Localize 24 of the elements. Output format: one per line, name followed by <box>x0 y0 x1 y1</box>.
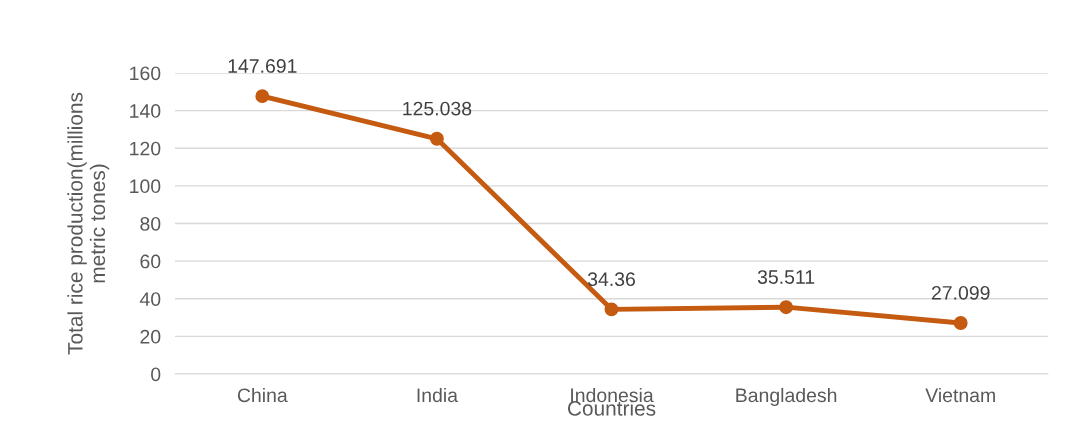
data-label: 147.691 <box>228 59 297 73</box>
y-tick-label: 40 <box>139 292 161 306</box>
x-tick-label: Vietnam <box>925 387 995 403</box>
y-tick-label: 140 <box>130 104 161 118</box>
y-tick-label: 20 <box>140 329 161 344</box>
y-tick-label: 0 <box>151 367 161 382</box>
data-label: 34.36 <box>587 272 635 287</box>
data-label: 27.099 <box>931 285 990 300</box>
data-label: 35.511 <box>757 270 815 284</box>
y-tick-label: 120 <box>130 141 161 156</box>
x-tick-label: Bangladesh <box>736 387 837 407</box>
y-tick-label: 60 <box>140 254 161 269</box>
point <box>953 316 968 330</box>
x-tick-label: China <box>237 387 288 403</box>
point <box>779 300 794 315</box>
y-axis-title: Total rice production(millions metric tones) <box>67 92 110 355</box>
point <box>604 302 619 317</box>
y-tick-label: 80 <box>140 216 161 231</box>
y-tick-label: 100 <box>130 179 161 194</box>
data-label: 125.038 <box>403 101 472 116</box>
y-tick-label: 160 <box>130 66 161 81</box>
point <box>429 131 444 146</box>
x-tick-label: India <box>417 387 458 403</box>
point <box>255 89 270 104</box>
